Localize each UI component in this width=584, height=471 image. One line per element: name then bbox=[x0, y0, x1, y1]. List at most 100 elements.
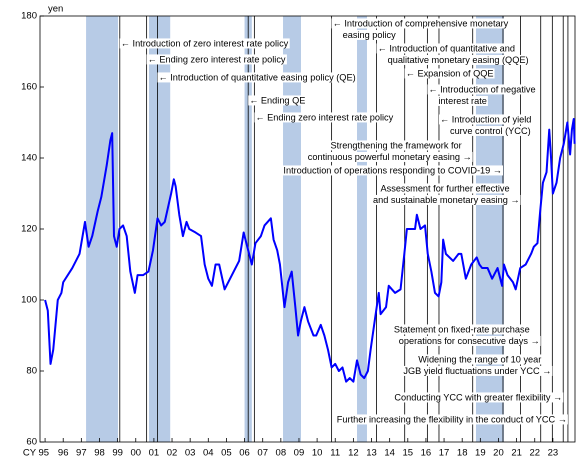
shaded-period bbox=[283, 16, 301, 442]
annotation-bg bbox=[306, 151, 473, 162]
annotation-text: ← Introduction of yield bbox=[440, 114, 531, 124]
x-tick-label: 05 bbox=[221, 448, 232, 459]
annotation-text: ← Introduction of quantitative and bbox=[378, 43, 515, 53]
annotation: ← Expansion of QQE bbox=[404, 68, 495, 79]
x-tick-label: 21 bbox=[511, 448, 522, 459]
annotation-bg bbox=[248, 95, 307, 106]
annotation-text: ← Introduction of zero interest rate pol… bbox=[121, 38, 289, 48]
annotation: Introduction of operations responding to… bbox=[282, 165, 504, 176]
annotation-bg bbox=[402, 365, 553, 376]
x-tick-label: 07 bbox=[257, 448, 268, 459]
x-tick-label: 96 bbox=[58, 448, 69, 459]
annotation-text: ← Expansion of QQE bbox=[406, 68, 494, 78]
annotation: ← Introduction of yield curve control (YC… bbox=[438, 114, 533, 136]
annotation-bg bbox=[119, 38, 290, 49]
annotation-bg bbox=[393, 392, 564, 403]
annotation: Assessment for further effective and sust… bbox=[371, 183, 521, 205]
x-tick-label: 13 bbox=[366, 448, 377, 459]
x-tick-label: 06 bbox=[239, 448, 250, 459]
annotation-bg bbox=[392, 324, 531, 335]
annotation-text: ← Ending zero interest rate policy bbox=[148, 54, 286, 64]
x-tick-label: 99 bbox=[112, 448, 123, 459]
annotation-text: ← Introduction of quantitative easing po… bbox=[159, 72, 356, 82]
annotation-text: JGB yield fluctuations under YCC → bbox=[403, 366, 551, 376]
annotation-text: easing policy bbox=[343, 30, 397, 40]
annotation-text: Assessment for further effective bbox=[381, 183, 510, 193]
annotation-text: qualitative monetary easing (QQE) bbox=[388, 55, 529, 65]
annotation-text: Introduction of operations responding to… bbox=[283, 165, 502, 175]
annotation-text: ← Introduction of negative bbox=[428, 84, 535, 94]
annotation-text: Statement on fixed-rate purchase bbox=[394, 324, 530, 334]
annotation-bg bbox=[157, 72, 357, 83]
annotation-bg bbox=[427, 84, 537, 95]
shaded-period bbox=[148, 16, 171, 442]
annotation-text: ← Ending zero interest rate policy bbox=[255, 112, 393, 122]
x-tick-label: 02 bbox=[167, 448, 178, 459]
annotation-bg bbox=[397, 335, 541, 346]
x-tick-label: 15 bbox=[403, 448, 414, 459]
x-tick-label: 16 bbox=[421, 448, 432, 459]
annotation-text: operations for consecutive days → bbox=[399, 336, 540, 346]
annotation-text: Strengthening the framework for bbox=[330, 140, 461, 150]
y-tick-label: 140 bbox=[21, 153, 37, 164]
y-tick-label: 160 bbox=[21, 82, 37, 93]
x-tick-label: 01 bbox=[149, 448, 160, 459]
x-tick-label: 11 bbox=[330, 448, 340, 459]
annotation-bg bbox=[379, 183, 511, 194]
y-tick-label: 120 bbox=[21, 224, 37, 235]
y-tick-label: 60 bbox=[26, 437, 37, 448]
annotation-bg bbox=[448, 125, 532, 136]
x-tick-label: CY 95 bbox=[23, 448, 49, 459]
data-line bbox=[44, 117, 576, 383]
x-tick-label: 03 bbox=[185, 448, 196, 459]
annotation-bg bbox=[386, 54, 530, 65]
annotation-bg bbox=[404, 68, 495, 79]
annotation: Strengthening the framework for continuou… bbox=[306, 140, 473, 162]
annotation-bg bbox=[438, 114, 533, 125]
x-tick-label: 22 bbox=[529, 448, 540, 459]
annotation: ← Introduction of zero interest rate pol… bbox=[119, 38, 290, 49]
x-tick-label: 98 bbox=[94, 448, 105, 459]
annotation: ← Ending zero interest rate policy bbox=[146, 54, 287, 65]
x-tick-label: 97 bbox=[76, 448, 87, 459]
annotation-text: ← Ending QE bbox=[249, 95, 305, 105]
x-tick-label: 10 bbox=[312, 448, 323, 459]
annotation-text: Conducting YCC with greater flexibility … bbox=[394, 392, 562, 402]
y-tick-label: 180 bbox=[21, 11, 37, 22]
x-tick-label: 23 bbox=[548, 448, 559, 459]
annotation-bg bbox=[341, 29, 398, 40]
shaded-period bbox=[86, 16, 118, 442]
annotation: Conducting YCC with greater flexibility … bbox=[393, 392, 564, 403]
x-tick-label: 12 bbox=[348, 448, 359, 459]
annotation-text: Further increasing the flexibility in th… bbox=[337, 414, 567, 424]
x-tick-label: 04 bbox=[203, 448, 214, 459]
y-axis-label: yen bbox=[48, 4, 63, 15]
annotation-bg bbox=[376, 43, 517, 54]
annotation-bg bbox=[371, 194, 521, 205]
x-tick-label: 20 bbox=[493, 448, 504, 459]
x-tick-label: 18 bbox=[457, 448, 468, 459]
y-tick-label: 80 bbox=[26, 366, 37, 377]
annotation: ← Ending zero interest rate policy bbox=[254, 112, 395, 123]
annotation-bg bbox=[329, 140, 463, 151]
annotation-bg bbox=[254, 112, 395, 123]
x-tick-label: 08 bbox=[276, 448, 287, 459]
annotation-bg bbox=[282, 165, 504, 176]
annotation: ← Ending QE bbox=[248, 95, 307, 106]
x-tick-label: 19 bbox=[475, 448, 486, 459]
x-tick-label: 17 bbox=[439, 448, 450, 459]
annotation-text: and sustainable monetary easing → bbox=[373, 195, 520, 205]
annotation-text: continuous powerful monetary easing → bbox=[308, 152, 472, 162]
annotation-bg bbox=[146, 54, 287, 65]
y-tick-label: 100 bbox=[21, 295, 37, 306]
annotation-text: Widening the range of 10 year bbox=[418, 354, 541, 364]
annotation-bg bbox=[335, 414, 568, 425]
annotation-text: interest rate bbox=[438, 96, 487, 106]
x-tick-label: 00 bbox=[130, 448, 141, 459]
annotation: Widening the range of 10 year JGB yield f… bbox=[402, 354, 553, 376]
annotation: ← Introduction of negative interest rate bbox=[427, 84, 537, 106]
x-tick-label: 09 bbox=[294, 448, 305, 459]
annotation-bg bbox=[437, 95, 488, 106]
